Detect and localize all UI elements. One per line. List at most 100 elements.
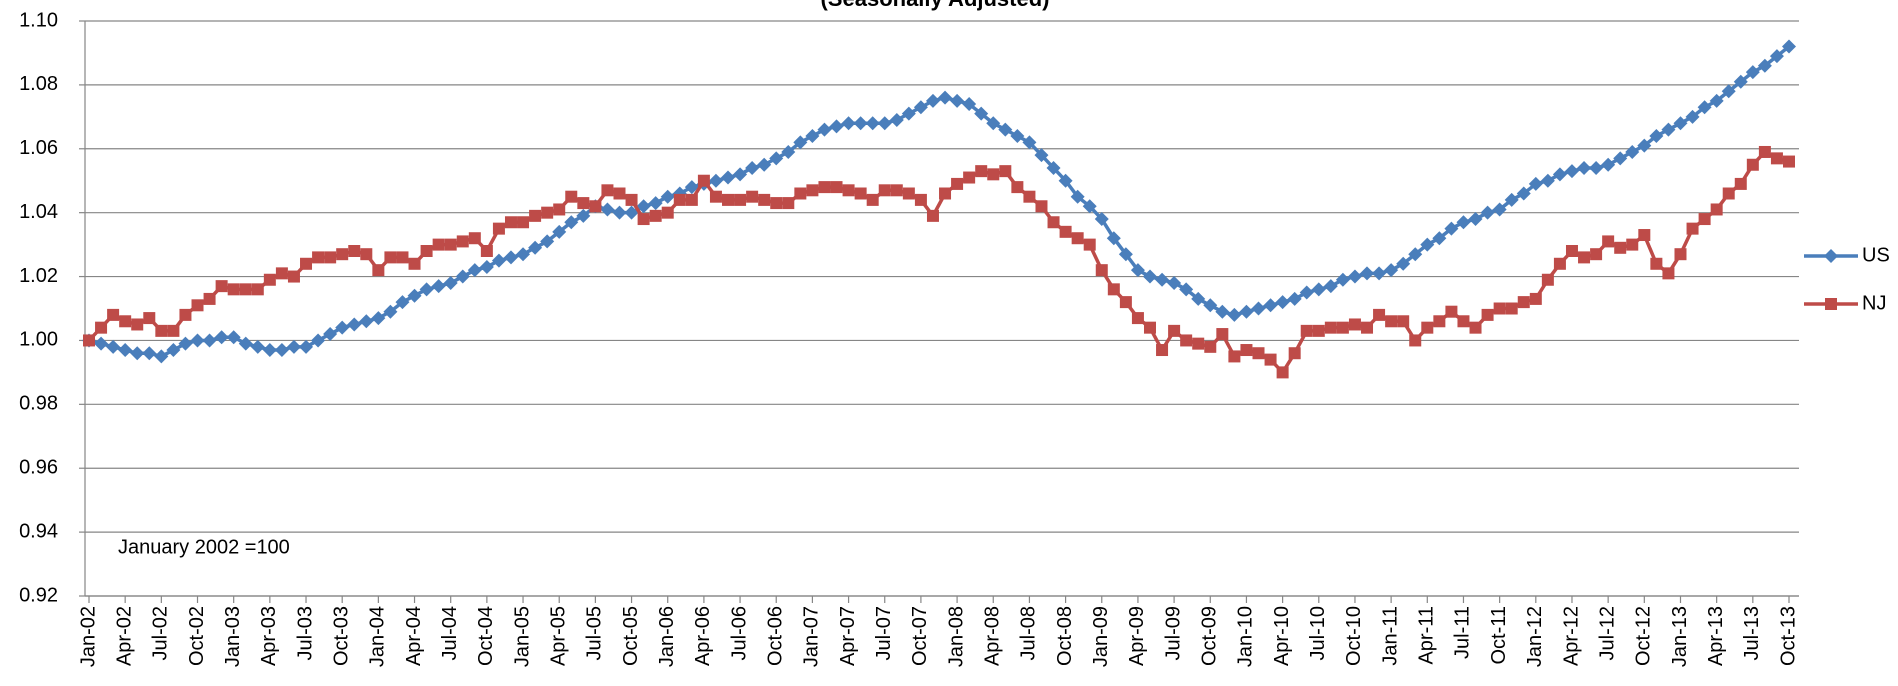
marker bbox=[1168, 324, 1181, 337]
marker bbox=[529, 209, 542, 222]
marker bbox=[444, 238, 457, 251]
marker bbox=[818, 181, 831, 194]
marker bbox=[1312, 324, 1325, 337]
marker bbox=[1746, 158, 1759, 171]
marker bbox=[553, 203, 566, 216]
marker bbox=[1372, 266, 1387, 281]
x-tick-label: Jul-02 bbox=[150, 606, 172, 660]
chart-subtitle: (Seasonally Adjusted) bbox=[820, 0, 1049, 11]
marker bbox=[926, 209, 939, 222]
marker bbox=[1385, 315, 1398, 328]
x-tick-label: Jan-08 bbox=[945, 606, 967, 667]
marker bbox=[1275, 295, 1290, 310]
y-tick-label: 1.08 bbox=[19, 73, 58, 95]
marker bbox=[372, 264, 385, 277]
x-tick-label: Jul-10 bbox=[1307, 606, 1329, 660]
x-tick-label: Jul-13 bbox=[1741, 606, 1763, 660]
y-tick-label: 1.06 bbox=[19, 137, 58, 159]
marker bbox=[1034, 148, 1049, 163]
x-tick-label: Oct-09 bbox=[1199, 606, 1221, 666]
marker bbox=[119, 315, 132, 328]
x-tick-label: Jan-05 bbox=[511, 606, 533, 667]
marker bbox=[1517, 296, 1530, 309]
x-tick-label: Jul-11 bbox=[1452, 606, 1474, 659]
marker bbox=[479, 259, 494, 274]
marker bbox=[999, 165, 1012, 178]
marker bbox=[1409, 334, 1422, 347]
marker bbox=[1825, 298, 1837, 310]
marker bbox=[1662, 267, 1675, 280]
marker bbox=[889, 113, 904, 128]
marker bbox=[1130, 263, 1145, 278]
marker bbox=[1118, 247, 1133, 262]
legend-label: US bbox=[1862, 244, 1890, 266]
marker bbox=[1685, 109, 1700, 124]
marker bbox=[600, 202, 615, 217]
marker bbox=[613, 187, 626, 200]
marker bbox=[1565, 245, 1578, 257]
marker bbox=[300, 257, 313, 270]
marker bbox=[853, 116, 868, 131]
marker bbox=[1192, 337, 1205, 350]
y-tick-label: 1.00 bbox=[19, 329, 58, 351]
marker bbox=[420, 245, 433, 257]
marker bbox=[540, 234, 555, 249]
marker bbox=[552, 224, 567, 239]
marker bbox=[1288, 347, 1301, 360]
x-tick-label: Apr-12 bbox=[1560, 606, 1582, 666]
marker bbox=[734, 193, 747, 206]
marker bbox=[1613, 151, 1628, 166]
marker bbox=[142, 346, 157, 361]
marker bbox=[1602, 235, 1615, 248]
x-tick-label: Apr-10 bbox=[1271, 606, 1293, 666]
marker bbox=[1022, 135, 1037, 150]
marker bbox=[1384, 263, 1399, 278]
marker bbox=[1239, 304, 1254, 319]
marker bbox=[564, 215, 579, 230]
marker bbox=[913, 100, 928, 115]
marker bbox=[1638, 229, 1651, 242]
marker bbox=[312, 251, 325, 264]
marker bbox=[1094, 212, 1109, 227]
marker bbox=[1156, 344, 1169, 357]
marker bbox=[227, 283, 240, 296]
marker bbox=[625, 193, 638, 206]
marker bbox=[1179, 282, 1194, 297]
series-line bbox=[87, 149, 1790, 376]
marker bbox=[1421, 321, 1434, 334]
marker bbox=[431, 279, 446, 294]
marker bbox=[1191, 291, 1206, 306]
marker bbox=[987, 168, 1000, 181]
x-tick-label: Apr-09 bbox=[1126, 606, 1148, 666]
marker bbox=[1758, 145, 1771, 158]
marker bbox=[95, 321, 108, 334]
marker bbox=[1686, 222, 1699, 235]
marker bbox=[1180, 334, 1193, 347]
marker bbox=[877, 116, 892, 131]
marker bbox=[1529, 292, 1542, 305]
marker bbox=[455, 269, 470, 284]
marker bbox=[660, 189, 675, 204]
marker bbox=[191, 299, 204, 312]
marker bbox=[878, 184, 891, 197]
marker bbox=[348, 245, 361, 257]
marker bbox=[384, 251, 397, 264]
marker bbox=[1734, 177, 1747, 190]
marker bbox=[1516, 186, 1531, 201]
marker bbox=[335, 320, 350, 335]
marker bbox=[83, 334, 95, 347]
marker bbox=[359, 314, 374, 329]
marker bbox=[1360, 266, 1375, 281]
x-tick-label: Jan-07 bbox=[801, 606, 823, 667]
x-tick-label: Jul-07 bbox=[873, 606, 895, 660]
marker bbox=[1011, 181, 1024, 194]
marker bbox=[1698, 213, 1711, 226]
marker bbox=[1783, 155, 1795, 168]
marker bbox=[1757, 58, 1772, 73]
marker bbox=[1240, 344, 1253, 357]
marker bbox=[890, 184, 903, 197]
marker bbox=[1046, 160, 1061, 175]
marker bbox=[178, 336, 193, 351]
marker bbox=[360, 248, 373, 261]
marker bbox=[226, 330, 241, 345]
